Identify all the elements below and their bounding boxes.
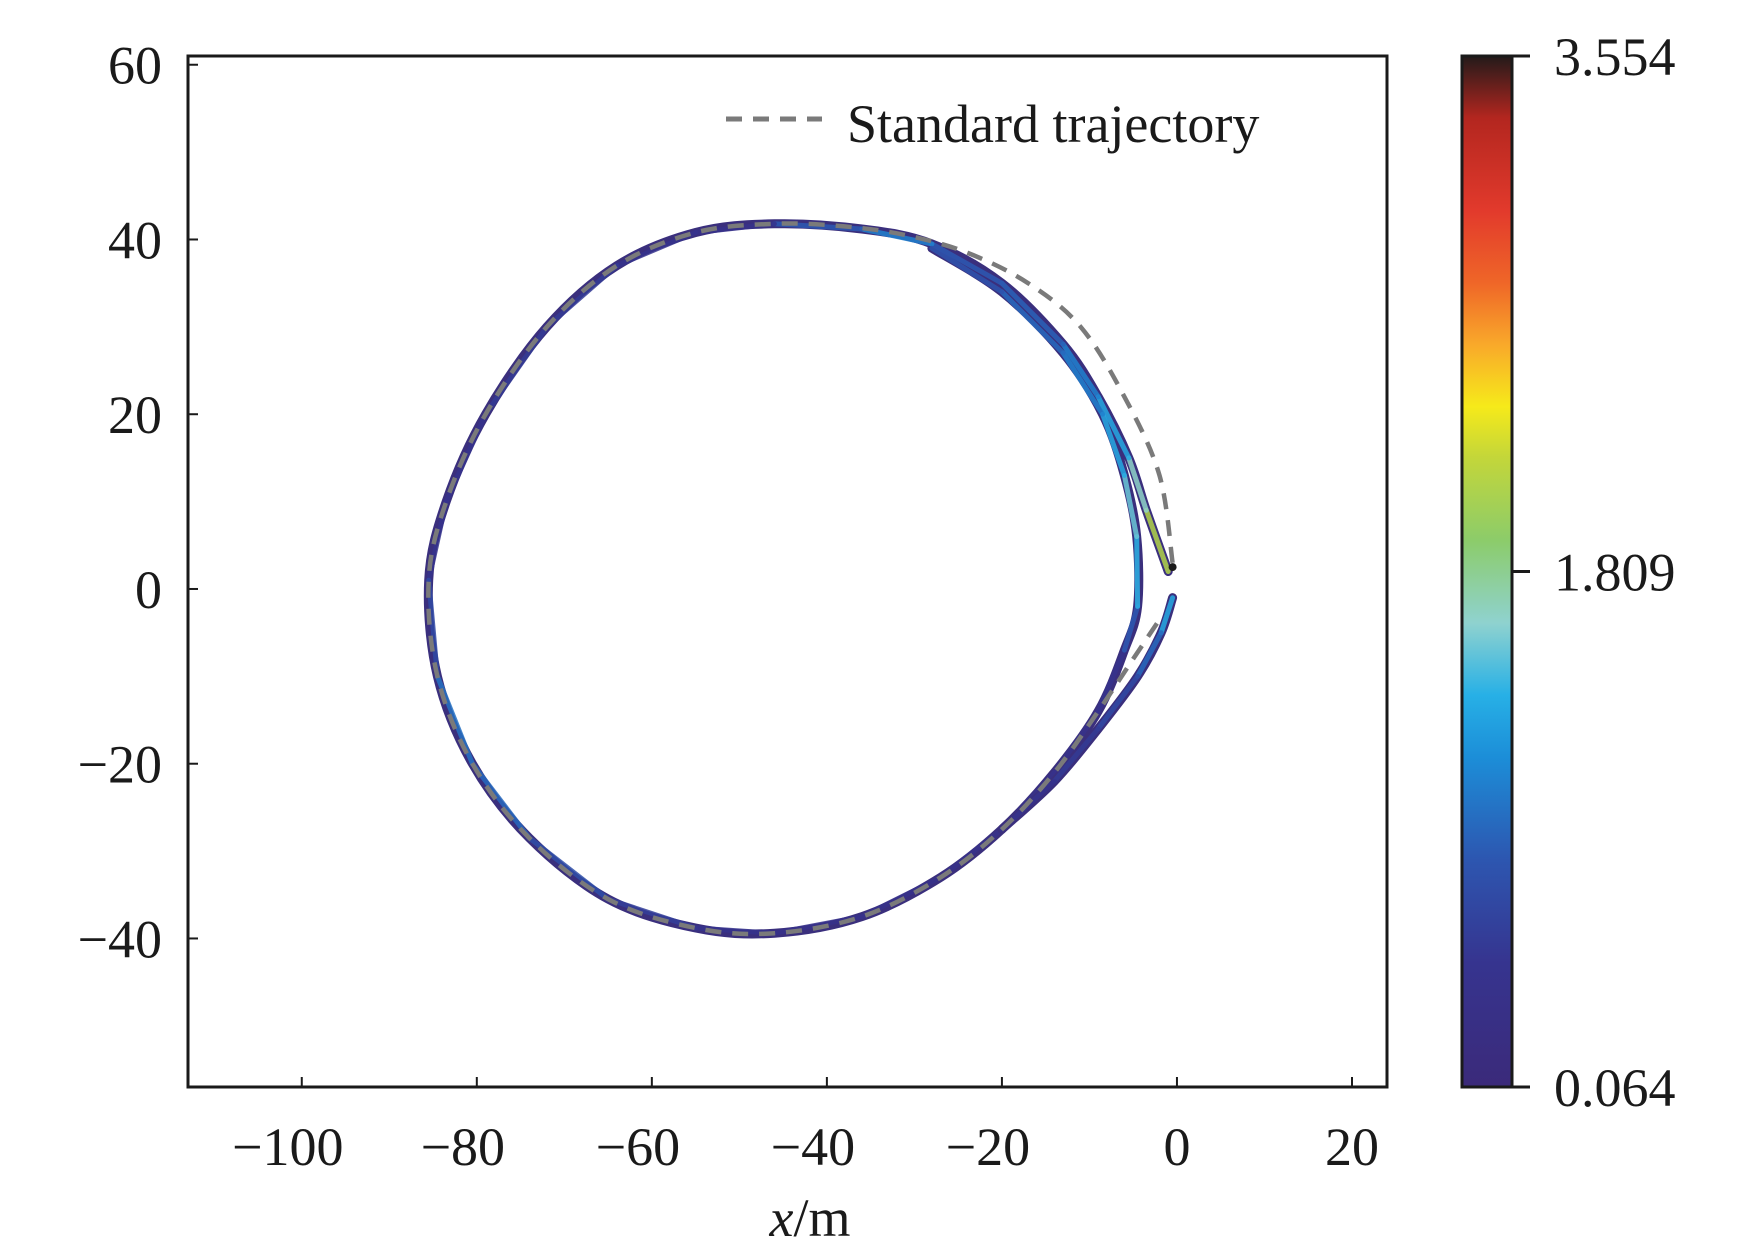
trajectory-segment bbox=[1134, 534, 1141, 609]
trajectory-segment bbox=[469, 761, 532, 841]
x-axis-variable: x bbox=[769, 1188, 794, 1248]
trajectory-segment bbox=[1095, 394, 1132, 461]
legend-label: Standard trajectory bbox=[847, 94, 1259, 154]
colorbar bbox=[1460, 54, 1514, 1089]
trajectory-start-point bbox=[1168, 563, 1177, 572]
trajectory-segment bbox=[1135, 630, 1164, 679]
x-tick-label: −40 bbox=[771, 1117, 855, 1177]
trajectory-segment bbox=[1100, 411, 1127, 478]
y-tick-label: −40 bbox=[78, 909, 162, 969]
trajectory-segment bbox=[1143, 507, 1171, 574]
trajectory-segment bbox=[929, 245, 1005, 295]
x-tick-label: −80 bbox=[421, 1117, 505, 1177]
x-tick-label: 20 bbox=[1325, 1117, 1379, 1177]
standard-trajectory-line bbox=[426, 221, 1175, 937]
trajectory-base-line bbox=[423, 219, 1173, 939]
x-axis-unit: /m bbox=[793, 1188, 850, 1248]
trajectory-segment bbox=[1060, 350, 1106, 417]
plot-frame bbox=[186, 54, 1389, 1089]
trajectory-segment bbox=[1095, 673, 1141, 732]
y-tick-label: −20 bbox=[78, 735, 162, 795]
trajectory-segment bbox=[1158, 595, 1176, 636]
series-measured-trajectory bbox=[423, 219, 1173, 939]
legend: Standard trajectory bbox=[726, 94, 1259, 154]
x-axis-title: x/m bbox=[769, 1188, 851, 1248]
trajectory-segment bbox=[1060, 341, 1101, 400]
trajectory-segment bbox=[1121, 472, 1140, 540]
x-tick-label: −20 bbox=[946, 1117, 1030, 1177]
colorbar-tick-label: 0.064 bbox=[1554, 1058, 1676, 1118]
y-tick-label: 60 bbox=[108, 36, 162, 96]
y-tick-label: 20 bbox=[108, 385, 162, 445]
x-tick-label: −60 bbox=[596, 1117, 680, 1177]
trajectory-base-line bbox=[997, 593, 1178, 834]
x-tick-label: −100 bbox=[232, 1117, 343, 1177]
trajectory-segment bbox=[1121, 603, 1141, 653]
y-tick-label: 40 bbox=[108, 210, 162, 270]
trajectory-segment bbox=[1051, 726, 1101, 784]
y-tick-label: 0 bbox=[135, 560, 162, 620]
trajectory-segment bbox=[1126, 455, 1149, 513]
colorbar-tick-label: 3.554 bbox=[1554, 27, 1676, 87]
x-tick-label: 0 bbox=[1163, 1117, 1190, 1177]
series-return-segment bbox=[997, 593, 1178, 834]
trajectory-segment bbox=[929, 241, 1005, 286]
trajectory-segment bbox=[999, 289, 1066, 356]
trajectory-segment bbox=[999, 280, 1066, 347]
colorbar-tick-label: 1.809 bbox=[1554, 543, 1676, 603]
